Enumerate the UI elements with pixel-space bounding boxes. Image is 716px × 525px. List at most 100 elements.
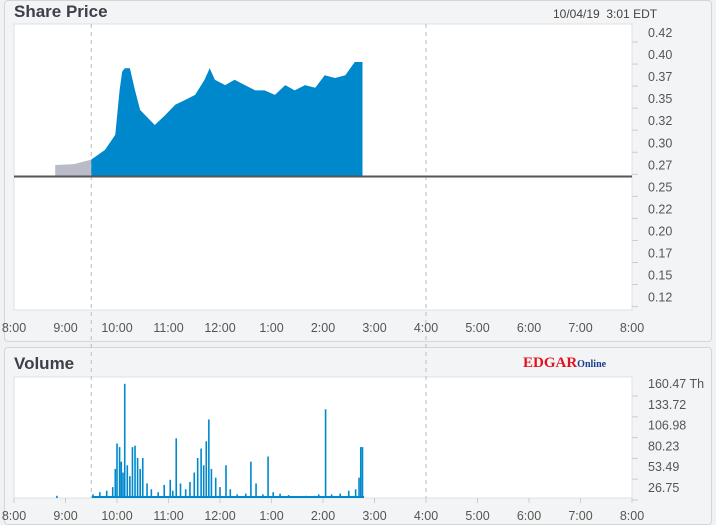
volume-y-tick-label: 106.98: [648, 419, 686, 433]
price-x-tick-label: 8:00: [620, 321, 644, 335]
volume-bar: [120, 461, 123, 498]
price-x-tick-label: 10:00: [101, 321, 132, 335]
volume-bar: [169, 479, 172, 498]
volume-bar: [111, 487, 114, 498]
price-y-tick-label: 0.35: [648, 92, 672, 106]
volume-bar: [131, 447, 134, 498]
volume-bar: [136, 458, 139, 498]
price-y-tick-label: 0.32: [648, 114, 672, 128]
volume-y-tick-label: 53.49: [648, 460, 679, 474]
volume-bar: [114, 468, 117, 498]
volume-bar: [126, 465, 129, 498]
volume-bar: [205, 441, 208, 498]
volume-bar: [313, 495, 316, 498]
price-x-tick-label: 6:00: [517, 321, 541, 335]
volume-bar: [56, 495, 58, 498]
volume-bar: [193, 472, 196, 498]
volume-bar: [229, 489, 232, 498]
volume-x-tick-label: 10:00: [101, 509, 132, 523]
volume-bar: [250, 461, 252, 498]
price-x-tick-label: 5:00: [465, 321, 489, 335]
price-x-tick-label: 11:00: [153, 321, 183, 335]
volume-x-tick-label: 7:00: [568, 509, 592, 523]
volume-y-tick-label: 160.47 Th: [648, 377, 704, 391]
volume-y-tick-label: 133.72: [648, 398, 686, 412]
price-y-tick-label: 0.42: [648, 26, 672, 40]
volume-bar: [225, 465, 227, 498]
volume-x-tick-label: 1:00: [259, 509, 283, 523]
price-y-tick-label: 0.37: [648, 70, 672, 84]
volume-y-tick-label: 26.75: [648, 481, 679, 495]
volume-x-tick-label: 3:00: [362, 509, 386, 523]
price-x-tick-label: 7:00: [568, 321, 592, 335]
price-y-tick-label: 0.12: [648, 291, 672, 305]
price-x-tick-label: 2:00: [311, 321, 335, 335]
volume-bar: [200, 448, 202, 498]
volume-bar: [175, 438, 178, 498]
volume-bar: [262, 494, 264, 498]
volume-bar: [139, 468, 141, 498]
price-y-tick-label: 0.20: [648, 224, 672, 238]
volume-x-tick-label: 6:00: [517, 509, 541, 523]
volume-bar: [324, 409, 327, 498]
price-y-tick-label: 0.22: [648, 202, 672, 216]
volume-bar: [157, 492, 159, 498]
volume-x-tick-label: 2:00: [311, 509, 335, 523]
volume-bar: [267, 456, 269, 498]
volume-bar: [123, 383, 126, 498]
volume-bar: [272, 492, 275, 498]
volume-x-tick-label: 8:00: [2, 509, 26, 523]
volume-bar: [347, 490, 350, 498]
volume-bar: [184, 489, 187, 498]
volume-title: Volume: [14, 354, 75, 373]
price-x-tick-label: 1:00: [259, 321, 283, 335]
volume-x-tick-label: 9:00: [53, 509, 77, 523]
price-title: Share Price: [14, 2, 108, 21]
price-area: [91, 61, 363, 177]
volume-bar: [196, 458, 199, 498]
volume-plot-area: [13, 376, 633, 499]
volume-bar: [118, 447, 121, 498]
volume-x-tick-label: 8:00: [620, 509, 644, 523]
volume-bar: [214, 477, 217, 498]
volume-bar: [279, 493, 281, 498]
volume-bar: [116, 443, 118, 498]
volume-bar: [208, 419, 210, 498]
price-y-tick-label: 0.15: [648, 269, 672, 283]
volume-x-tick-label: 5:00: [465, 509, 489, 523]
volume-bar: [202, 465, 205, 498]
price-x-tick-label: 8:00: [2, 321, 26, 335]
volume-bar: [189, 482, 191, 498]
timestamp: 10/04/19 3:01 EDT: [553, 7, 658, 21]
volume-bar: [287, 495, 290, 498]
volume-bar: [146, 483, 148, 498]
price-y-tick-label: 0.40: [648, 48, 672, 62]
volume-y-tick-label: 80.23: [648, 439, 679, 453]
volume-x-tick-label: 4:00: [414, 509, 438, 523]
volume-bar: [358, 477, 360, 498]
volume-bar: [330, 494, 333, 498]
volume-x-tick-label: 11:00: [153, 509, 183, 523]
volume-bar: [179, 483, 182, 498]
volume-bar: [219, 487, 221, 498]
price-x-tick-label: 3:00: [362, 321, 386, 335]
volume-bar: [99, 492, 101, 498]
volume-bar: [141, 458, 144, 498]
price-y-tick-label: 0.17: [648, 247, 672, 261]
edgar-online-logo: EDGAROnline: [523, 355, 607, 371]
volume-bar: [305, 495, 307, 498]
price-x-tick-label: 12:00: [204, 321, 235, 335]
price-x-tick-label: 4:00: [414, 321, 438, 335]
price-x-tick-label: 9:00: [53, 321, 77, 335]
volume-bar: [134, 445, 136, 498]
volume-bar: [339, 493, 341, 498]
volume-bar: [236, 494, 238, 498]
volume-bar: [92, 494, 94, 498]
volume-bar: [122, 472, 124, 498]
volume-bar: [150, 489, 153, 498]
volume-bar: [210, 468, 213, 498]
volume-bar: [255, 483, 257, 498]
price-y-tick-label: 0.25: [648, 180, 672, 194]
price-y-tick-label: 0.27: [648, 158, 672, 172]
